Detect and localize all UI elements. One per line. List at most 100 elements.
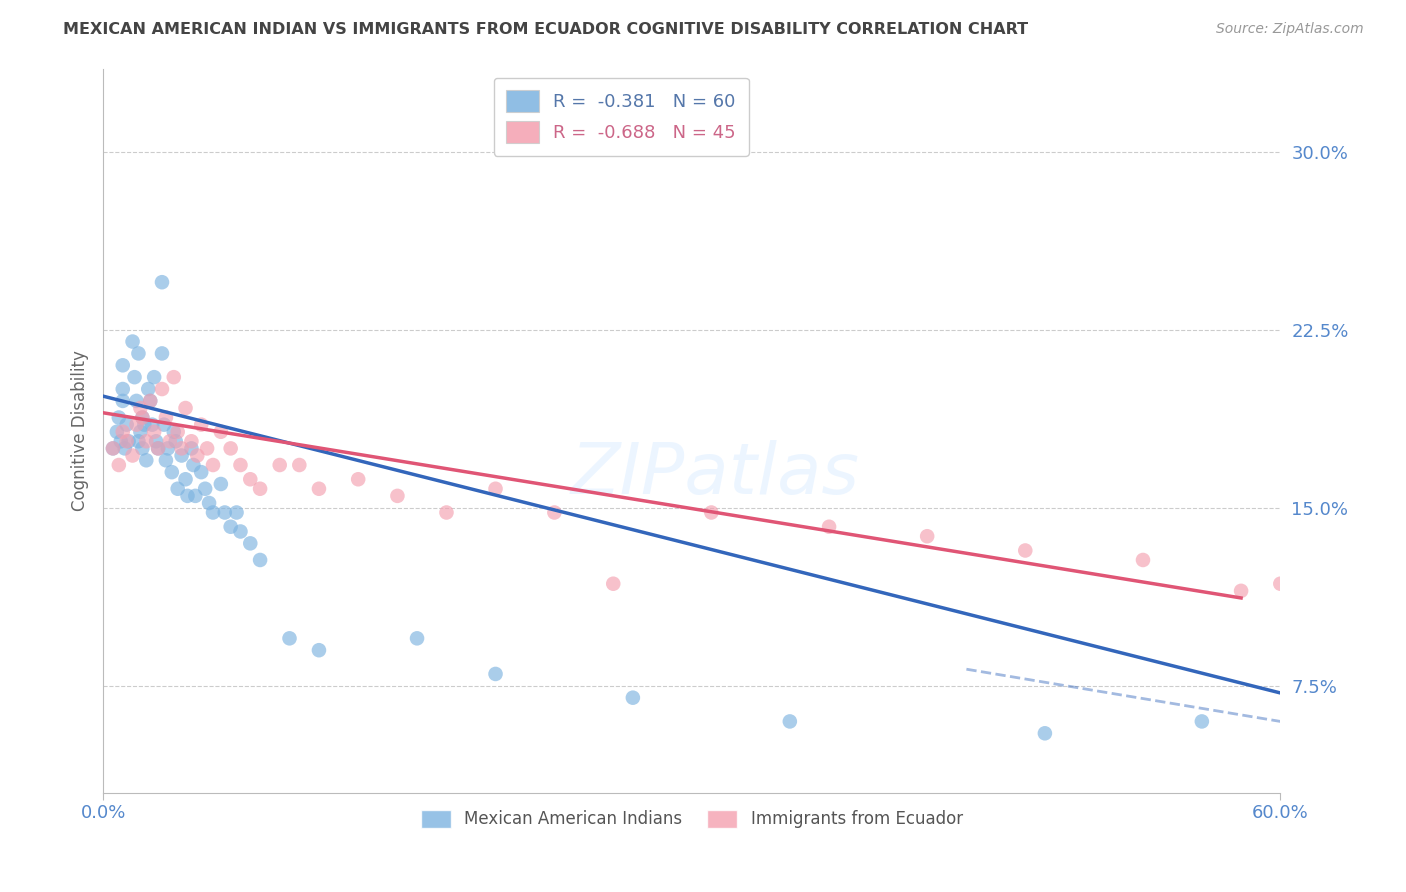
Point (155, 453, 177, 467)
Point (129, 425, 152, 439)
Point (229, 458, 252, 472)
Point (406, 632, 429, 646)
Point (209, 425, 232, 439)
Point (190, 417, 212, 432)
Point (115, 417, 138, 432)
Point (101, 442, 124, 456)
Point (170, 449, 193, 463)
Point (143, 370, 166, 384)
Point (124, 370, 146, 384)
Point (143, 425, 166, 439)
Point (201, 506, 224, 520)
Point (484, 667, 506, 681)
Point (134, 417, 156, 432)
Point (145, 434, 167, 449)
Point (387, 489, 409, 503)
Point (121, 334, 143, 349)
Point (108, 410, 131, 425)
Text: ZIPatlas: ZIPatlas (571, 440, 860, 508)
Point (180, 434, 202, 449)
Point (308, 482, 330, 496)
Point (700, 506, 723, 520)
Point (269, 458, 291, 472)
Point (117, 434, 139, 449)
Point (239, 536, 262, 550)
Point (129, 401, 152, 415)
Point (186, 449, 208, 463)
Point (153, 417, 176, 432)
Point (1270, 576, 1292, 591)
Point (190, 465, 212, 479)
Point (779, 714, 801, 729)
Point (201, 458, 224, 472)
Point (347, 472, 370, 486)
Text: MEXICAN AMERICAN INDIAN VS IMMIGRANTS FROM ECUADOR COGNITIVE DISABILITY CORRELAT: MEXICAN AMERICAN INDIAN VS IMMIGRANTS FR… (63, 22, 1028, 37)
Point (163, 370, 186, 384)
Point (146, 442, 169, 456)
Point (249, 553, 271, 567)
Point (160, 465, 183, 479)
Y-axis label: Cognitive Disability: Cognitive Disability (72, 351, 89, 511)
Point (139, 393, 162, 408)
Point (195, 442, 218, 456)
Point (229, 524, 252, 539)
Point (111, 382, 134, 396)
Point (176, 489, 198, 503)
Point (1132, 553, 1154, 567)
Point (165, 434, 187, 449)
Point (111, 393, 134, 408)
Point (239, 472, 262, 486)
Legend: Mexican American Indians, Immigrants from Ecuador: Mexican American Indians, Immigrants fro… (415, 803, 969, 835)
Point (225, 506, 247, 520)
Point (194, 482, 217, 496)
Point (111, 425, 134, 439)
Point (139, 393, 162, 408)
Point (135, 453, 157, 467)
Point (915, 529, 938, 543)
Point (184, 489, 207, 503)
Point (214, 506, 236, 520)
Point (1230, 583, 1253, 598)
Point (150, 382, 173, 396)
Point (105, 425, 128, 439)
Point (141, 417, 163, 432)
Point (131, 410, 153, 425)
Point (170, 442, 193, 456)
Point (219, 520, 242, 534)
Point (174, 401, 197, 415)
Point (159, 434, 181, 449)
Point (155, 410, 177, 425)
Point (125, 417, 148, 432)
Point (621, 690, 644, 705)
Point (1191, 714, 1213, 729)
Point (484, 482, 506, 496)
Point (131, 442, 153, 456)
Point (135, 434, 157, 449)
Point (108, 458, 131, 472)
Point (146, 442, 169, 456)
Point (818, 520, 841, 534)
Point (183, 458, 205, 472)
Point (174, 472, 197, 486)
Point (602, 576, 624, 591)
Point (163, 425, 186, 439)
Point (278, 632, 301, 646)
Point (308, 643, 330, 657)
Point (219, 442, 242, 456)
Point (115, 434, 138, 449)
Point (110, 434, 132, 449)
Point (101, 442, 124, 456)
Point (198, 496, 221, 510)
Point (136, 382, 159, 396)
Point (127, 434, 149, 449)
Point (125, 393, 148, 408)
Point (166, 425, 188, 439)
Point (209, 477, 232, 491)
Point (288, 458, 311, 472)
Point (150, 346, 173, 360)
Point (114, 442, 136, 456)
Point (1033, 726, 1056, 740)
Point (1014, 543, 1036, 558)
Point (543, 506, 565, 520)
Point (127, 346, 149, 360)
